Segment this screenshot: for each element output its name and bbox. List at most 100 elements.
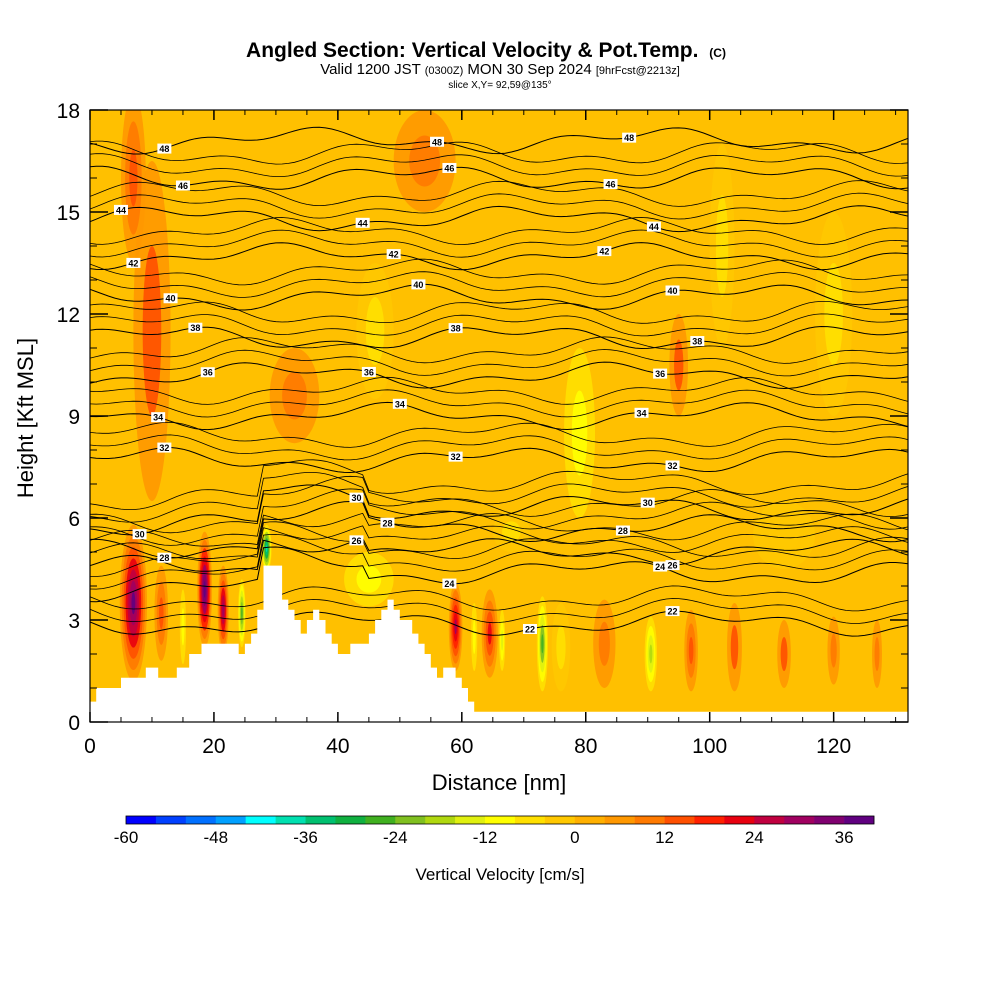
velocity-cell — [753, 501, 816, 569]
theta-contour-label: 46 — [175, 180, 190, 191]
theta-contour-label: 22 — [522, 623, 537, 634]
theta-label-bg — [200, 367, 215, 378]
velocity-cell — [269, 348, 320, 444]
colorbar-tick-label: -60 — [114, 828, 139, 847]
velocity-cell — [827, 616, 840, 685]
theta-contour-line — [90, 525, 908, 560]
theta-contour-line — [90, 472, 908, 523]
theta-contour-label: 30 — [640, 497, 655, 508]
theta-contour-label: 32 — [448, 451, 463, 462]
theta-contour-label: 42 — [597, 246, 612, 257]
theta-contour-label: 32 — [665, 460, 680, 471]
theta-contour-line — [90, 301, 908, 324]
theta-contour-line — [90, 153, 908, 177]
chart-title-suffix: (C) — [709, 46, 726, 60]
theta-contour-label: 24 — [442, 578, 457, 589]
theta-contour-line — [90, 217, 908, 246]
theta-label-text: 32 — [451, 452, 461, 462]
velocity-band — [222, 602, 225, 618]
theta-label-text: 42 — [599, 247, 609, 257]
x-axis-label: Distance [nm] — [432, 770, 567, 795]
y-tick-label: 15 — [57, 202, 80, 225]
velocity-band — [830, 633, 837, 668]
theta-label-bg — [113, 204, 128, 215]
theta-contour-line — [90, 192, 908, 220]
colorbar-swatch — [245, 816, 276, 824]
colorbar-swatch — [485, 816, 516, 824]
theta-label-text: 48 — [624, 133, 634, 143]
theta-contour-line — [90, 126, 908, 155]
colorbar-tick-label: -48 — [203, 828, 228, 847]
velocity-band — [203, 581, 206, 598]
theta-contour-label: 26 — [665, 560, 680, 571]
theta-contour-label: 40 — [163, 293, 178, 304]
theta-contour-label: 28 — [157, 552, 172, 563]
theta-label-text: 44 — [649, 222, 659, 232]
theta-contour-line — [90, 389, 908, 418]
colorbar-swatch — [694, 816, 725, 824]
theta-contours — [90, 126, 908, 637]
theta-contour-line — [90, 500, 908, 559]
velocity-cell — [448, 582, 463, 671]
colorbar-swatch — [664, 816, 695, 824]
velocity-band — [649, 644, 653, 664]
theta-contour-label: 28 — [380, 517, 395, 528]
y-tick-label: 3 — [68, 610, 80, 633]
theta-contour-line — [90, 242, 908, 271]
velocity-band — [265, 545, 268, 552]
theta-contour-label: 36 — [361, 366, 376, 377]
theta-label-bg — [646, 221, 661, 232]
theta-contour-label: 36 — [653, 368, 668, 379]
velocity-cell — [238, 579, 246, 648]
velocity-band — [241, 607, 243, 619]
theta-contour-line — [90, 165, 908, 190]
theta-contour-line — [90, 349, 908, 377]
theta-contour-label: 46 — [603, 179, 618, 190]
theta-contour-line — [90, 140, 908, 165]
theta-contour-line — [90, 484, 908, 536]
colorbar-swatch — [126, 816, 157, 824]
colorbar-swatch — [455, 816, 486, 824]
colorbar-tick-label: 36 — [835, 828, 854, 847]
theta-contour-line — [90, 533, 908, 590]
colorbar-tick-label: -12 — [473, 828, 498, 847]
theta-label-text: 32 — [159, 443, 169, 453]
theta-label-text: 30 — [643, 498, 653, 508]
colorbar-swatch — [425, 816, 456, 824]
x-tick-label: 80 — [574, 735, 597, 758]
colorbar-swatch — [155, 816, 187, 824]
velocity-cell — [551, 603, 571, 692]
theta-contour-label: 40 — [665, 285, 680, 296]
theta-label-text: 40 — [668, 286, 678, 296]
colorbar-tick-label: 0 — [570, 828, 579, 847]
theta-label-text: 26 — [351, 536, 361, 546]
theta-contour-line — [90, 475, 908, 534]
theta-label-text: 36 — [203, 368, 213, 378]
theta-label-text: 44 — [358, 218, 368, 228]
theta-contour-label: 44 — [646, 221, 661, 232]
theta-label-bg — [157, 442, 172, 453]
theta-label-bg — [132, 529, 147, 540]
colorbar-label: Vertical Velocity [cm/s] — [415, 865, 584, 884]
theta-contour-label: 48 — [622, 132, 637, 143]
theta-label-text: 32 — [668, 461, 678, 471]
theta-label-text: 28 — [618, 526, 628, 536]
theta-label-bg — [157, 552, 172, 563]
theta-label-bg — [157, 143, 172, 154]
theta-contour-line — [90, 229, 908, 258]
theta-label-text: 40 — [413, 280, 423, 290]
colorbar-swatch — [724, 816, 755, 824]
y-tick-label: 6 — [68, 508, 80, 531]
theta-label-bg — [392, 398, 407, 409]
velocity-band — [874, 637, 880, 671]
theta-contour-line — [90, 446, 908, 474]
theta-contour-line — [90, 180, 908, 207]
theta-label-text: 42 — [128, 258, 138, 268]
theta-label-text: 36 — [364, 367, 374, 377]
velocity-cell — [197, 531, 213, 648]
theta-contour-label: 44 — [355, 217, 370, 228]
theta-contour-line — [90, 325, 908, 350]
velocity-band — [454, 619, 457, 635]
colorbar-swatch — [844, 816, 875, 824]
